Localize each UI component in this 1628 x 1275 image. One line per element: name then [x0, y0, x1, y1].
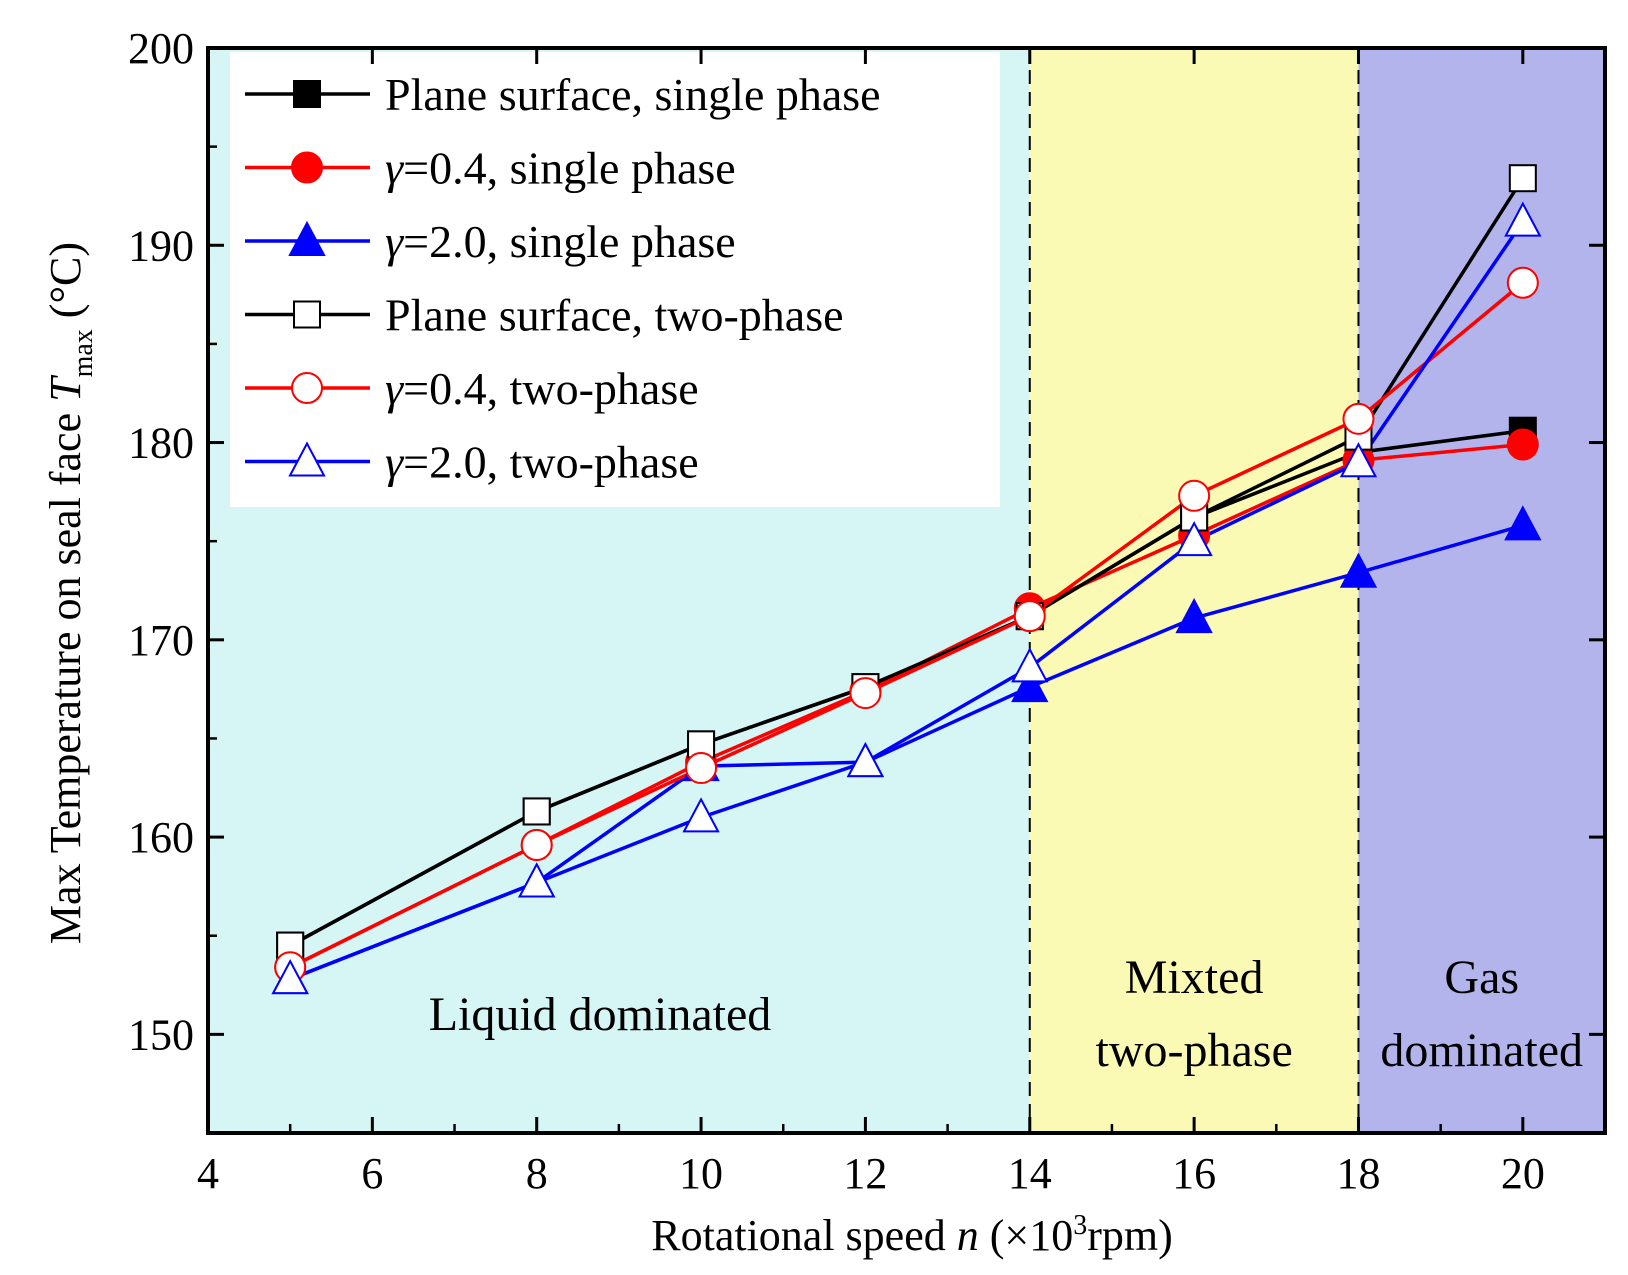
plot-frame	[206, 46, 1607, 1135]
legend: Plane surface, single phase γ=0.4, single…	[230, 52, 1000, 507]
legend-marker-plane-surface-single-phase	[293, 80, 321, 108]
data-point-2-0-two-phase	[1011, 647, 1049, 683]
y-tick-label: 200	[128, 24, 194, 73]
legend-label-0-4-single-phase: γ=0.4, single phase	[385, 143, 736, 194]
x-axis-title: Rotational speed n (×103rpm)	[651, 1210, 1173, 1260]
y-tick-label: 180	[128, 419, 194, 468]
region-label-dominated: dominated	[1380, 1024, 1583, 1077]
y-tick-label: 150	[128, 1010, 194, 1059]
region-label-gas: Gas	[1444, 951, 1519, 1004]
y-tick-label: 190	[128, 221, 194, 270]
data-point-0-4-two-phase	[1506, 266, 1539, 299]
data-point-0-4-two-phase	[849, 677, 882, 710]
data-point-2-0-two-phase	[682, 797, 720, 833]
data-point-plane-surface-two-phase	[522, 797, 551, 826]
data-point-2-0-single-phase	[1504, 505, 1542, 541]
x-tick-label: 6	[361, 1149, 383, 1198]
legend-label-2-0-two-phase: γ=2.0, two-phase	[385, 437, 699, 488]
data-point-2-0-two-phase	[1504, 201, 1542, 237]
region-label-mixted: Mixted	[1125, 951, 1264, 1004]
region-labels: Liquid dominated Mixted two-phase Gas domina…	[429, 951, 1583, 1077]
series-lines	[289, 177, 1525, 981]
series-line-2-0-single-phase	[289, 523, 1524, 981]
legend-marker-0-4-two-phase	[291, 372, 323, 404]
series-markers	[271, 164, 1542, 995]
legend-box	[230, 52, 1000, 507]
data-point-2-0-two-phase	[846, 741, 885, 778]
legend-marker-plane-surface-two-phase	[293, 300, 321, 329]
legend-label-2-0-single-phase: γ=2.0, single phase	[385, 216, 736, 267]
x-tick-label: 20	[1501, 1149, 1545, 1198]
region-label-liquid-dominated: Liquid dominated	[429, 988, 772, 1041]
x-tick-label: 16	[1172, 1149, 1216, 1198]
series-line-plane-surface-two-phase	[289, 177, 1525, 948]
y-axis-title: Max Temperature on seal face Tmax (°C)	[41, 242, 99, 944]
y-tick-label: 170	[128, 616, 194, 665]
data-point-2-0-two-phase	[271, 958, 309, 995]
x-tick-label: 18	[1336, 1149, 1380, 1198]
legend-marker-2-0-two-phase	[288, 441, 326, 477]
x-tick-label: 4	[197, 1149, 219, 1198]
data-point-2-0-single-phase	[1339, 552, 1378, 588]
data-point-0-4-two-phase	[1013, 600, 1046, 633]
region-1	[1029, 48, 1359, 1133]
x-tick-label: 8	[526, 1149, 548, 1198]
series-line-0-4-two-phase	[289, 281, 1524, 969]
data-point-2-0-single-phase	[1011, 667, 1049, 703]
data-point-0-4-two-phase	[685, 752, 718, 785]
data-point-plane-surface-two-phase	[1508, 164, 1537, 193]
legend-label-plane-surface-single-phase: Plane surface, single phase	[385, 69, 881, 120]
x-tick-label: 14	[1008, 1149, 1052, 1198]
legend-marker-2-0-single-phase	[288, 220, 326, 256]
data-point-0-4-two-phase	[520, 828, 553, 861]
legend-label-0-4-two-phase: γ=0.4, two-phase	[385, 363, 699, 414]
x-tick-label: 12	[843, 1149, 887, 1198]
data-point-0-4-two-phase	[1178, 479, 1211, 512]
region-label-two-phase: two-phase	[1095, 1024, 1292, 1077]
data-point-2-0-single-phase	[1175, 597, 1213, 634]
data-point-2-0-two-phase	[1339, 442, 1378, 478]
series-line-2-0-two-phase	[289, 220, 1525, 981]
region-2	[1358, 48, 1605, 1133]
data-point-2-0-two-phase	[518, 862, 556, 898]
axes: 4 6 8 10 12 14 16 18 20 150 160 170 180 190 200	[128, 24, 1607, 1198]
x-tick-label: 10	[679, 1149, 723, 1198]
data-point-0-4-two-phase	[1342, 402, 1375, 435]
legend-label-plane-surface-two-phase: Plane surface, two-phase	[385, 290, 844, 341]
region-dividers	[1028, 48, 1360, 1133]
y-tick-label: 160	[128, 813, 194, 862]
data-point-2-0-two-phase	[1175, 521, 1213, 557]
data-point-0-4-single-phase	[1506, 428, 1539, 461]
legend-marker-0-4-single-phase	[291, 151, 323, 184]
